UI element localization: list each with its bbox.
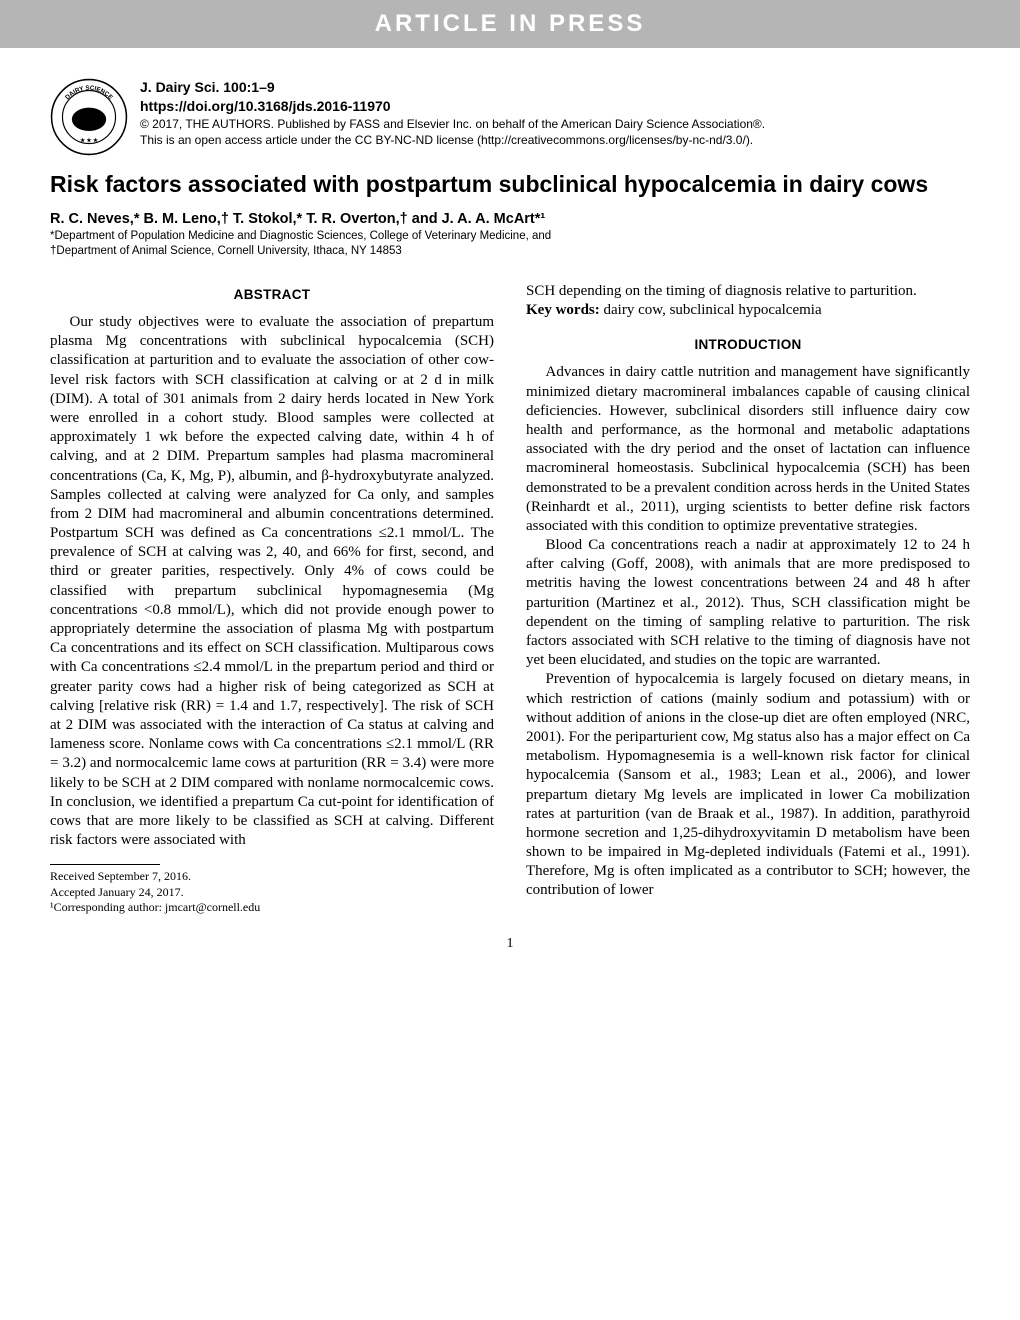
- page-content: DAIRY SCIENCE ★ ★ ★ J. Dairy Sci. 100:1–…: [0, 48, 1020, 972]
- abstract-heading: ABSTRACT: [50, 286, 494, 303]
- journal-citation: J. Dairy Sci. 100:1–9: [140, 78, 765, 97]
- article-in-press-banner: ARTICLE IN PRESS: [0, 0, 1020, 48]
- abstract-paragraph: Our study objectives were to evaluate th…: [50, 313, 494, 850]
- affiliations: *Department of Population Medicine and D…: [50, 229, 970, 260]
- affiliation-2: †Department of Animal Science, Cornell U…: [50, 244, 970, 260]
- keywords-label: Key words:: [526, 302, 600, 318]
- footnote-received: Received September 7, 2016.: [50, 869, 494, 885]
- right-column: SCH depending on the timing of diagnosis…: [526, 282, 970, 916]
- svg-text:★ ★ ★: ★ ★ ★: [79, 138, 98, 144]
- two-column-body: ABSTRACT Our study objectives were to ev…: [50, 282, 970, 916]
- author-list: R. C. Neves,* B. M. Leno,† T. Stokol,* T…: [50, 211, 970, 227]
- abstract-continuation: SCH depending on the timing of diagnosis…: [526, 282, 970, 301]
- header-row: DAIRY SCIENCE ★ ★ ★ J. Dairy Sci. 100:1–…: [50, 78, 970, 156]
- page-number: 1: [50, 936, 970, 952]
- footnote-corresponding: ¹Corresponding author: jmcart@cornell.ed…: [50, 900, 494, 916]
- footnote-rule: [50, 864, 160, 865]
- intro-paragraph-2: Blood Ca concentrations reach a nadir at…: [526, 536, 970, 670]
- keywords-line: Key words: dairy cow, subclinical hypoca…: [526, 301, 970, 320]
- left-column: ABSTRACT Our study objectives were to ev…: [50, 282, 494, 916]
- article-title: Risk factors associated with postpartum …: [50, 170, 970, 199]
- intro-paragraph-1: Advances in dairy cattle nutrition and m…: [526, 363, 970, 536]
- doi-link[interactable]: https://doi.org/10.3168/jds.2016-11970: [140, 97, 765, 116]
- footnotes: Received September 7, 2016. Accepted Jan…: [50, 869, 494, 916]
- footnote-accepted: Accepted January 24, 2017.: [50, 885, 494, 901]
- copyright-line: © 2017, THE AUTHORS. Published by FASS a…: [140, 116, 765, 132]
- journal-logo: DAIRY SCIENCE ★ ★ ★: [50, 78, 128, 156]
- license-line: This is an open access article under the…: [140, 132, 765, 148]
- affiliation-1: *Department of Population Medicine and D…: [50, 229, 970, 245]
- keywords-text: dairy cow, subclinical hypocalcemia: [600, 302, 822, 318]
- intro-paragraph-3: Prevention of hypocalcemia is largely fo…: [526, 670, 970, 900]
- introduction-heading: INTRODUCTION: [526, 336, 970, 353]
- banner-text: ARTICLE IN PRESS: [375, 10, 646, 37]
- journal-meta: J. Dairy Sci. 100:1–9 https://doi.org/10…: [140, 78, 765, 148]
